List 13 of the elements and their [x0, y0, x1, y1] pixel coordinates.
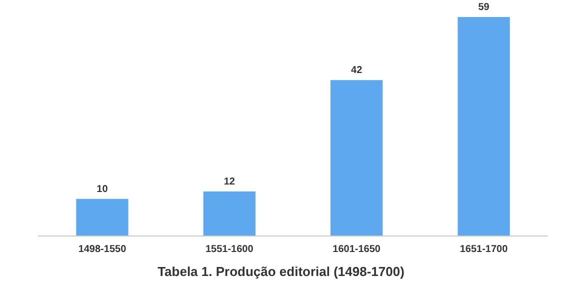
data-label: 12	[224, 176, 236, 188]
data-label: 42	[351, 65, 363, 76]
bar	[458, 17, 510, 236]
x-tick-label: 1651-1700	[460, 244, 508, 255]
bar	[203, 191, 256, 236]
data-label: 10	[96, 184, 108, 195]
data-label: 59	[478, 2, 490, 13]
x-tick-label: 1601-1650	[332, 244, 381, 255]
bar	[76, 198, 128, 236]
x-tick-label: 1498-1550	[78, 244, 127, 255]
bar	[330, 80, 383, 236]
x-tick-label: 1551-1600	[205, 244, 254, 255]
text: Tabela 1. Produção editorial (1498-1700)	[158, 264, 404, 279]
